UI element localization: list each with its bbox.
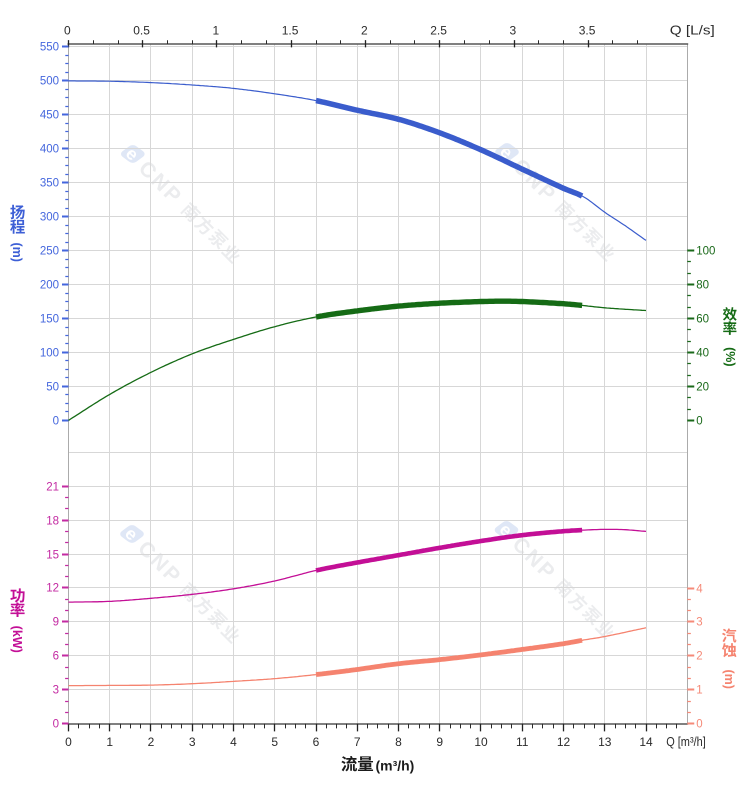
svg-text:15: 15 xyxy=(46,550,59,562)
svg-text:200: 200 xyxy=(40,280,59,292)
svg-text:9: 9 xyxy=(53,617,59,629)
svg-text:4: 4 xyxy=(230,735,237,749)
svg-text:2.5: 2.5 xyxy=(430,24,447,38)
svg-text:0: 0 xyxy=(696,416,702,428)
svg-text:0: 0 xyxy=(53,416,59,428)
svg-text:18: 18 xyxy=(46,516,59,528)
svg-text:80: 80 xyxy=(696,280,709,292)
svg-text:2: 2 xyxy=(361,24,368,38)
svg-text:3.5: 3.5 xyxy=(579,24,596,38)
svg-text:11: 11 xyxy=(516,735,529,749)
svg-text:500: 500 xyxy=(40,76,59,88)
svg-text:3: 3 xyxy=(53,685,59,697)
svg-text:100: 100 xyxy=(696,246,715,258)
svg-text:5: 5 xyxy=(271,735,278,749)
svg-text:(m): (m) xyxy=(722,669,736,688)
svg-text:50: 50 xyxy=(46,382,59,394)
svg-text:(%): (%) xyxy=(723,347,737,366)
svg-text:0.5: 0.5 xyxy=(133,24,150,38)
svg-text:1: 1 xyxy=(106,735,113,749)
svg-text:Q [m³/h]: Q [m³/h] xyxy=(666,734,706,749)
svg-text:450: 450 xyxy=(40,110,59,122)
svg-text:150: 150 xyxy=(40,314,59,326)
svg-text:(kW): (kW) xyxy=(10,626,24,653)
svg-text:3: 3 xyxy=(189,735,196,749)
svg-text:1: 1 xyxy=(696,685,702,697)
svg-text:2: 2 xyxy=(148,735,155,749)
svg-text:60: 60 xyxy=(696,314,709,326)
svg-text:0: 0 xyxy=(696,719,702,731)
svg-text:14: 14 xyxy=(639,735,653,749)
svg-text:0: 0 xyxy=(65,735,72,749)
svg-text:300: 300 xyxy=(40,212,59,224)
svg-text:1.5: 1.5 xyxy=(282,24,299,38)
svg-text:6: 6 xyxy=(313,735,320,749)
svg-text:3: 3 xyxy=(509,24,516,38)
svg-text:1: 1 xyxy=(212,24,219,38)
svg-text:0: 0 xyxy=(64,24,71,38)
svg-text:250: 250 xyxy=(40,246,59,258)
svg-text:(m): (m) xyxy=(10,242,24,261)
svg-text:400: 400 xyxy=(40,144,59,156)
svg-text:0: 0 xyxy=(53,719,59,731)
svg-text:13: 13 xyxy=(598,735,612,749)
svg-text:8: 8 xyxy=(395,735,402,749)
svg-text:(m³/h): (m³/h) xyxy=(376,758,415,774)
svg-text:3: 3 xyxy=(696,617,702,629)
svg-text:6: 6 xyxy=(53,651,59,663)
svg-text:21: 21 xyxy=(46,482,59,494)
svg-text:12: 12 xyxy=(46,583,59,595)
svg-text:10: 10 xyxy=(474,735,488,749)
svg-text:20: 20 xyxy=(696,382,709,394)
svg-text:550: 550 xyxy=(40,42,59,54)
svg-text:100: 100 xyxy=(40,348,59,360)
svg-text:7: 7 xyxy=(354,735,361,749)
svg-text:12: 12 xyxy=(557,735,571,749)
svg-text:2: 2 xyxy=(696,651,702,663)
svg-text:Q [L/s]: Q [L/s] xyxy=(670,23,715,38)
svg-text:40: 40 xyxy=(696,348,709,360)
svg-text:350: 350 xyxy=(40,178,59,190)
svg-text:9: 9 xyxy=(436,735,443,749)
svg-text:4: 4 xyxy=(696,584,703,596)
